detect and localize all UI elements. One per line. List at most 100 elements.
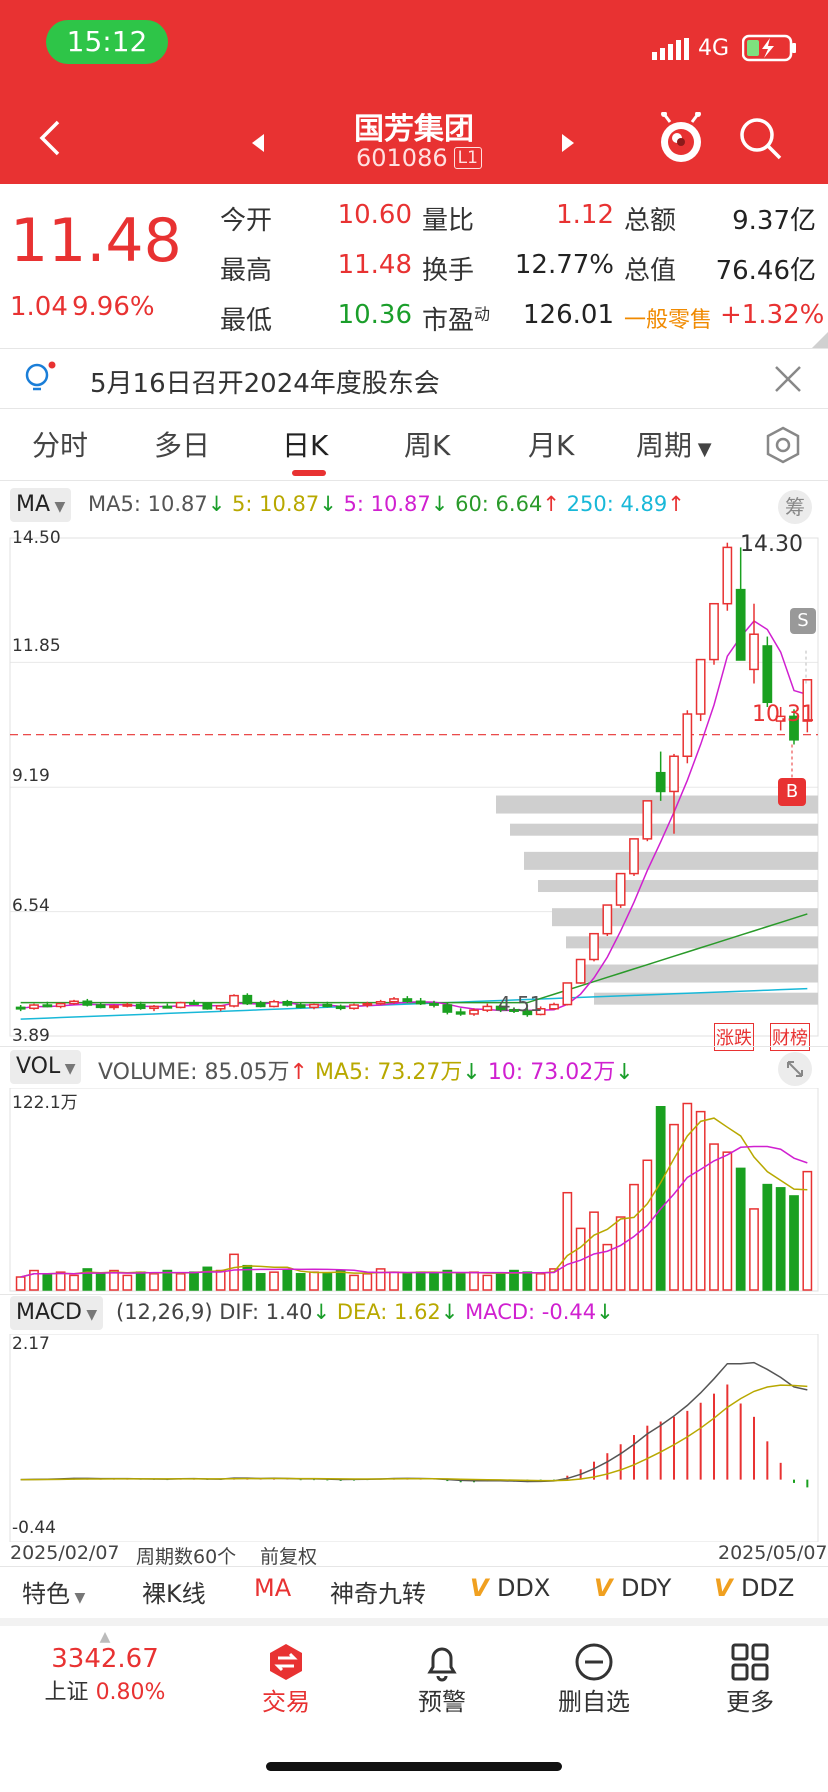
volume-profile-bar bbox=[566, 936, 818, 949]
value-volume-ratio: 1.12 bbox=[556, 200, 614, 230]
feature-magic-nine[interactable]: 神奇九转 bbox=[330, 1580, 426, 1608]
vol-selector[interactable]: VOL ▼ bbox=[10, 1050, 82, 1084]
volume-bar bbox=[189, 1271, 199, 1291]
tab-weekly-k[interactable]: 周K bbox=[404, 429, 451, 462]
label-high: 最高 bbox=[220, 256, 273, 286]
volume-bar bbox=[309, 1271, 319, 1291]
label-turnover-amount: 总额 bbox=[624, 206, 677, 236]
index-ticker[interactable]: ▲ 3342.67 上证 0.80% bbox=[30, 1630, 180, 1706]
stock-code: 601086 bbox=[356, 144, 448, 172]
nav-more[interactable]: 更多 bbox=[702, 1642, 798, 1717]
candle-body bbox=[695, 658, 706, 715]
candle-body bbox=[735, 588, 746, 661]
tab-intraday[interactable]: 分时 bbox=[32, 429, 89, 462]
feature-naked-k[interactable]: 裸K线 bbox=[142, 1580, 206, 1608]
candle-body bbox=[375, 1000, 386, 1005]
volume-bar bbox=[495, 1273, 506, 1291]
down-arrow-icon: ↓ bbox=[462, 1060, 481, 1085]
trade-icon bbox=[266, 1642, 306, 1682]
divider bbox=[0, 1618, 828, 1626]
feature-ddy-label: DDY bbox=[620, 1574, 672, 1602]
search-icon[interactable] bbox=[738, 116, 784, 166]
ma-item: 60: 6.64 bbox=[455, 492, 543, 516]
volume-bar bbox=[762, 1183, 773, 1291]
volume-bar bbox=[669, 1123, 679, 1291]
ma-selector[interactable]: MA ▼ bbox=[10, 488, 72, 522]
high-price-label: 14.30 bbox=[740, 532, 803, 557]
tab-monthly-k[interactable]: 月K bbox=[528, 429, 575, 462]
signal-icon bbox=[652, 38, 690, 64]
tab-daily-k[interactable]: 日K bbox=[282, 429, 329, 462]
volume-bar bbox=[789, 1195, 799, 1291]
vol-selector-label: VOL bbox=[16, 1054, 61, 1079]
candle-body bbox=[202, 1002, 213, 1010]
chevron-down-icon: ▼ bbox=[70, 1590, 86, 1606]
current-price: 11.48 bbox=[10, 206, 182, 276]
feature-special[interactable]: 特色 ▼ bbox=[22, 1574, 85, 1609]
candle-body bbox=[29, 1004, 39, 1010]
candle-body bbox=[535, 1008, 546, 1016]
up-triangle-icon: ▲ bbox=[99, 1629, 111, 1645]
volume-bar bbox=[202, 1266, 213, 1291]
value-turnover-amount: 9.37亿 bbox=[732, 206, 816, 236]
nav-remove-watchlist[interactable]: 删自选 bbox=[546, 1642, 642, 1717]
feature-ddz[interactable]: V DDZ bbox=[714, 1574, 794, 1602]
sell-marker[interactable]: S bbox=[790, 608, 816, 634]
prev-stock-icon[interactable] bbox=[250, 132, 266, 158]
plot-frame bbox=[9, 537, 819, 1037]
chip-distribution-button[interactable]: 筹 bbox=[778, 490, 812, 524]
finance-rank-flag[interactable]: 财榜 bbox=[770, 1023, 810, 1051]
nav-trade[interactable]: 交易 bbox=[238, 1642, 334, 1717]
nav-alert-label: 预警 bbox=[418, 1688, 466, 1716]
volume-bar bbox=[322, 1273, 333, 1291]
volume-bar bbox=[682, 1102, 693, 1291]
industry-label[interactable]: 一般零售 bbox=[624, 308, 713, 333]
macd-item: (12,26,9) DIF: 1.40 bbox=[116, 1300, 313, 1324]
macd-chart[interactable] bbox=[0, 1334, 828, 1542]
feature-ddy[interactable]: V DDY bbox=[594, 1574, 671, 1602]
back-arrow-icon[interactable] bbox=[38, 120, 62, 160]
tab-multiday[interactable]: 多日 bbox=[154, 429, 211, 462]
expand-icon[interactable] bbox=[778, 1052, 812, 1086]
close-icon[interactable] bbox=[774, 365, 802, 397]
divider bbox=[0, 1566, 828, 1567]
down-arrow-icon: ↓ bbox=[207, 492, 226, 516]
candle-body bbox=[349, 1004, 359, 1010]
candle-body bbox=[242, 994, 253, 1005]
tab-period[interactable]: 周期 ▼ bbox=[636, 424, 712, 464]
volume-bar bbox=[82, 1268, 93, 1291]
candlestick-chart[interactable] bbox=[0, 528, 828, 1046]
next-stock-icon[interactable] bbox=[560, 132, 576, 158]
feature-ddx-label: DDX bbox=[496, 1574, 551, 1602]
candle-body bbox=[389, 998, 399, 1003]
volume-bar bbox=[162, 1269, 173, 1291]
candle-body bbox=[455, 1011, 466, 1015]
price-adjustment[interactable]: 前复权 bbox=[260, 1546, 318, 1568]
candle-body bbox=[82, 1000, 93, 1006]
macd-selector[interactable]: MACD ▼ bbox=[10, 1296, 104, 1330]
volume-bar bbox=[455, 1273, 466, 1291]
volume-bar bbox=[442, 1269, 453, 1291]
settings-hexagon-icon[interactable] bbox=[764, 426, 802, 468]
feature-ddx[interactable]: V DDX bbox=[470, 1574, 550, 1602]
volume-bar bbox=[615, 1216, 626, 1291]
volume-bar bbox=[735, 1167, 746, 1291]
candle-body bbox=[749, 633, 759, 671]
nav-alert[interactable]: 预警 bbox=[394, 1642, 490, 1717]
lightbulb-icon bbox=[22, 361, 56, 399]
feature-ma[interactable]: MA bbox=[254, 1574, 292, 1602]
down-arrow-icon: ↓ bbox=[319, 492, 337, 516]
price-axis-4: 6.54 bbox=[12, 896, 50, 916]
rise-fall-flag[interactable]: 涨跌 bbox=[714, 1023, 754, 1051]
buy-marker[interactable]: B bbox=[778, 778, 806, 806]
label-volume-ratio: 量比 bbox=[422, 206, 475, 236]
volume-profile-bar bbox=[580, 964, 818, 983]
feature-ddz-label: DDZ bbox=[740, 1574, 795, 1602]
macd-axis-max: 2.17 bbox=[12, 1334, 50, 1354]
volume-chart[interactable] bbox=[0, 1088, 828, 1292]
volume-profile-bar bbox=[594, 992, 818, 1005]
value-low: 10.36 bbox=[337, 300, 412, 330]
mascot-icon[interactable] bbox=[656, 111, 706, 168]
notice-bar[interactable]: 5月16日召开2024年度股东会 bbox=[0, 349, 828, 407]
date-start: 2025/02/07 bbox=[10, 1542, 120, 1564]
